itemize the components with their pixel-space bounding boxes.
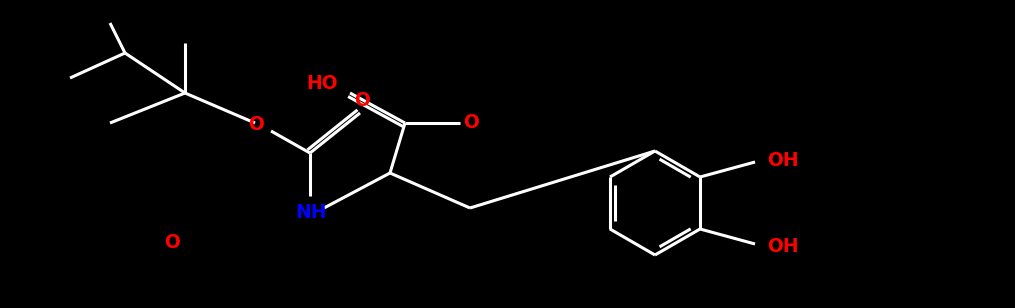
Text: OH: OH bbox=[767, 151, 799, 169]
Text: O: O bbox=[248, 115, 264, 133]
Text: O: O bbox=[354, 91, 369, 110]
Text: O: O bbox=[164, 233, 180, 253]
Text: HO: HO bbox=[307, 74, 338, 92]
Text: O: O bbox=[463, 112, 479, 132]
Text: OH: OH bbox=[767, 237, 799, 256]
Text: NH: NH bbox=[295, 204, 327, 222]
